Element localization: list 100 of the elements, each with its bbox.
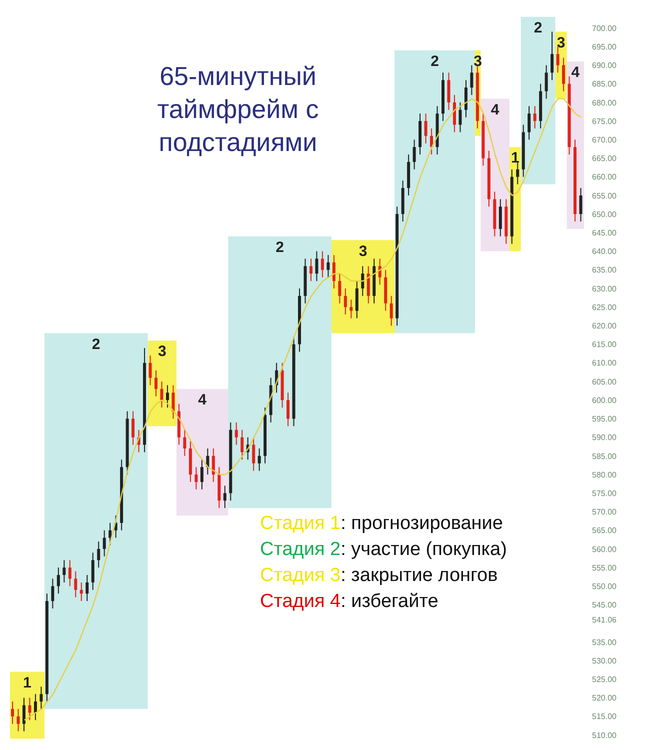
candlestick <box>516 161 520 185</box>
candlestick <box>74 570 78 598</box>
y-tick-label: 585.00 <box>592 452 618 461</box>
y-tick-label: 630.00 <box>592 284 618 294</box>
candlestick <box>464 80 468 118</box>
y-tick-label: 635.00 <box>592 266 618 275</box>
annotation: 4 <box>198 392 208 409</box>
candlestick <box>252 436 256 472</box>
y-tick-label: 610.00 <box>592 358 618 368</box>
candlestick <box>390 295 393 326</box>
candlestick <box>108 522 112 546</box>
candlestick <box>240 429 244 460</box>
y-tick-label: 670.00 <box>592 135 618 144</box>
annotation: 2 <box>534 19 542 36</box>
candlestick <box>80 582 83 602</box>
y-tick-label: 655.00 <box>592 191 618 200</box>
text: 65-минутный таймфрейм с подстадиями <box>156 60 320 159</box>
candlestick <box>102 530 106 557</box>
annotation: Стадия 1: прогнозирование <box>260 512 504 536</box>
candlestick <box>320 250 324 278</box>
candlestick <box>68 560 72 587</box>
candlestick <box>447 72 450 110</box>
candlestick <box>286 392 290 427</box>
y-tick-label: 685.00 <box>592 80 618 89</box>
candlestick <box>154 370 158 397</box>
candlestick <box>132 410 135 446</box>
y-tick-label: 570.00 <box>592 508 618 517</box>
candlestick <box>361 266 364 296</box>
annotation: Стадия 2: участие (покупка) <box>260 538 507 562</box>
y-tick-label: 545.00 <box>592 600 618 610</box>
y-tick-label: 665.00 <box>592 154 618 164</box>
candlestick <box>344 288 347 316</box>
candlestick <box>34 694 37 721</box>
candlestick <box>550 31 554 81</box>
y-tick-label: 660.00 <box>592 172 618 182</box>
y-tick-label: 590.00 <box>592 433 618 442</box>
candlestick <box>430 128 434 156</box>
annotation: 3 <box>358 242 368 260</box>
y-tick-label: 690.00 <box>592 61 618 70</box>
candlestick <box>56 567 60 594</box>
y-tick-label: 605.00 <box>592 377 618 386</box>
y-tick-label: 560.00 <box>592 544 618 554</box>
candlestick <box>62 560 66 583</box>
candlestick <box>309 258 312 282</box>
y-tick-label: 595.00 <box>592 414 618 424</box>
candlestick <box>223 485 226 509</box>
annotation: 2 <box>92 336 100 353</box>
candlestick <box>28 697 32 721</box>
annotation: 1 <box>510 150 520 167</box>
annotation: Стадия 3: закрытие лонгов <box>260 564 499 588</box>
y-tick-label: 550.00 <box>592 582 618 591</box>
candlestick <box>452 94 456 133</box>
candlestick <box>579 188 582 222</box>
annotation: 3 <box>158 343 166 360</box>
candlestick <box>16 708 20 732</box>
y-tick-label: 675.00 <box>592 116 618 126</box>
y-tick-label: 650.00 <box>592 210 618 219</box>
candlestick <box>338 273 342 304</box>
candlestick <box>412 139 416 170</box>
candlestick <box>470 64 474 96</box>
y-tick-label: 575.00 <box>592 488 618 498</box>
annotation: 4 <box>571 64 580 82</box>
candlestick <box>544 64 548 100</box>
annotation: 2 <box>276 239 284 256</box>
y-tick-label: 510.00 <box>592 730 618 740</box>
y-tick-label: 525.00 <box>592 675 618 684</box>
y-tick-label: 700.00 <box>592 24 618 33</box>
candlestick <box>86 574 89 602</box>
y-tick-label: 555.00 <box>592 563 618 572</box>
candlestick <box>97 541 100 568</box>
candlestick <box>498 198 502 237</box>
y-tick-label: 535.00 <box>592 638 618 647</box>
y-tick-label: 695.00 <box>592 42 618 52</box>
annotation: 1 <box>23 674 32 692</box>
candlestick <box>556 46 560 74</box>
candlestick <box>332 254 336 289</box>
annotation: Стадия 4: избегайте <box>260 590 440 614</box>
candlestick <box>528 106 531 140</box>
candlestick <box>234 422 238 446</box>
candlestick <box>258 448 261 472</box>
annotation: 2 <box>430 52 439 70</box>
candlestick <box>172 384 175 420</box>
y-tick-label: 541.06 <box>592 615 618 624</box>
candlestick <box>148 354 152 386</box>
y-tick-label: 515.00 <box>592 712 618 722</box>
annotation: 4 <box>490 101 500 118</box>
y-tick-label: 640.00 <box>592 247 618 256</box>
candlestick <box>40 686 43 710</box>
candlestick <box>194 466 198 490</box>
y-tick-label: 565.00 <box>592 526 618 536</box>
y-tick-label: 625.00 <box>592 302 618 312</box>
candlestick <box>533 106 536 129</box>
candlestick <box>326 254 330 278</box>
candlestick <box>11 701 14 724</box>
y-tick-label: 620.00 <box>592 322 618 331</box>
candlestick <box>22 697 26 732</box>
candlestick <box>91 552 94 590</box>
candlestick <box>183 429 186 456</box>
candlestick <box>458 102 462 133</box>
candlestick <box>166 384 169 408</box>
